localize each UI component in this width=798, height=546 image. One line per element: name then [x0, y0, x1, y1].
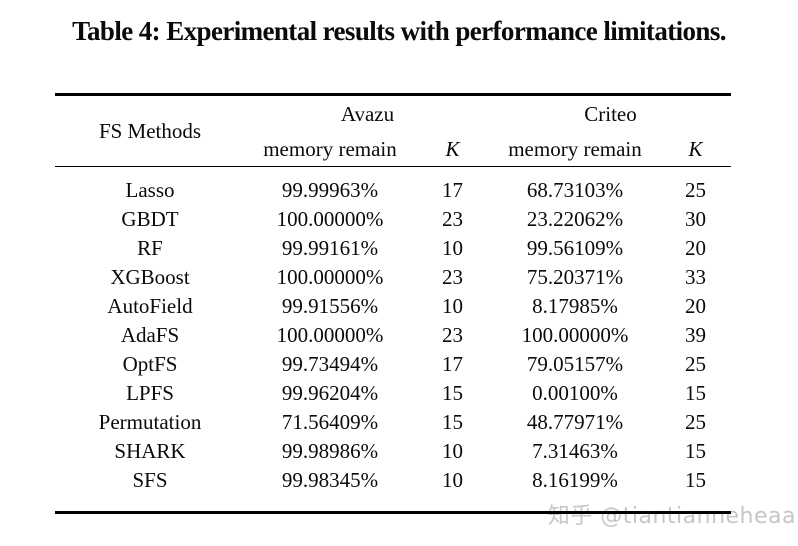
avazu-k-cell: 10 [442, 439, 463, 463]
criteo-memory-cell: 68.73103% [526, 178, 624, 202]
table-row: SFS 99.98345% 10 8.16199% 15 [55, 466, 731, 513]
col-header-fs-methods: FS Methods [55, 94, 245, 167]
criteo-k-cell: 25 [685, 352, 706, 376]
criteo-memory-cell: 7.31463% [532, 439, 618, 463]
header-group-row: FS Methods Avazu Criteo [55, 94, 731, 167]
method-cell: SHARK [114, 439, 186, 463]
criteo-memory-cell: 23.22062% [526, 207, 624, 231]
table-row: OptFS 99.73494% 17 79.05157% 25 [55, 350, 731, 379]
method-cell: XGBoost [110, 265, 190, 289]
avazu-memory-cell: 100.00000% [276, 323, 384, 347]
avazu-memory-cell: 99.73494% [281, 352, 379, 376]
avazu-k-cell: 17 [442, 352, 463, 376]
header-sub-row: memory remain K memory remain K [55, 133, 731, 167]
criteo-k-cell: 30 [685, 207, 706, 231]
zhihu-watermark: 知乎 @tiantianneheaa [547, 504, 796, 529]
avazu-memory-cell: 99.99963% [281, 178, 379, 202]
criteo-k-cell: 33 [685, 265, 706, 289]
avazu-k-cell: 10 [442, 294, 463, 318]
method-cell: Permutation [98, 410, 202, 434]
criteo-memory-cell: 99.56109% [526, 236, 624, 260]
criteo-memory-cell: 100.00000% [521, 323, 629, 347]
col-header-avazu-memory: memory remain [245, 133, 415, 167]
criteo-k-cell: 15 [685, 468, 706, 492]
col-group-avazu: Avazu [340, 102, 395, 126]
col-header-criteo-memory: memory remain [490, 133, 660, 167]
avazu-memory-cell: 71.56409% [281, 410, 379, 434]
avazu-k-cell: 15 [442, 381, 463, 405]
method-cell: GBDT [121, 207, 179, 231]
method-cell: AutoField [107, 294, 193, 318]
table-header: FS Methods Avazu Criteo memory remain K … [55, 94, 731, 167]
col-header-avazu-k: K [415, 133, 490, 167]
method-cell: AdaFS [120, 323, 180, 347]
avazu-k-cell: 15 [442, 410, 463, 434]
table-row: SHARK 99.98986% 10 7.31463% 15 [55, 437, 731, 466]
criteo-k-cell: 39 [685, 323, 706, 347]
criteo-memory-cell: 79.05157% [526, 352, 624, 376]
table-row: GBDT 100.00000% 23 23.22062% 30 [55, 205, 731, 234]
method-cell: Lasso [125, 178, 175, 202]
method-cell: RF [137, 236, 163, 260]
criteo-memory-cell: 0.00100% [532, 381, 618, 405]
avazu-memory-cell: 100.00000% [276, 207, 384, 231]
table-row: Permutation 71.56409% 15 48.77971% 25 [55, 408, 731, 437]
method-cell: OptFS [122, 352, 178, 376]
table-row: AdaFS 100.00000% 23 100.00000% 39 [55, 321, 731, 350]
criteo-k-cell: 15 [685, 381, 706, 405]
table-row: XGBoost 100.00000% 23 75.20371% 33 [55, 263, 731, 292]
criteo-k-cell: 20 [685, 236, 706, 260]
criteo-k-cell: 25 [685, 178, 706, 202]
criteo-memory-cell: 8.16199% [532, 468, 618, 492]
avazu-memory-cell: 100.00000% [276, 265, 384, 289]
avazu-k-cell: 23 [442, 265, 463, 289]
avazu-k-cell: 10 [442, 236, 463, 260]
method-cell: LPFS [126, 381, 174, 405]
table-row: Lasso 99.99963% 17 68.73103% 25 [55, 167, 731, 206]
table-body: Lasso 99.99963% 17 68.73103% 25 GBDT 100… [55, 167, 731, 513]
avazu-k-cell: 23 [442, 207, 463, 231]
avazu-memory-cell: 99.98986% [281, 439, 379, 463]
table-row: LPFS 99.96204% 15 0.00100% 15 [55, 379, 731, 408]
avazu-memory-cell: 99.99161% [281, 236, 379, 260]
criteo-k-cell: 25 [685, 410, 706, 434]
criteo-memory-cell: 75.20371% [526, 265, 624, 289]
col-group-criteo: Criteo [584, 102, 637, 126]
avazu-k-cell: 17 [442, 178, 463, 202]
avazu-memory-cell: 99.91556% [281, 294, 379, 318]
table-row: RF 99.99161% 10 99.56109% 20 [55, 234, 731, 263]
criteo-k-cell: 15 [685, 439, 706, 463]
criteo-k-cell: 20 [685, 294, 706, 318]
table-caption: Table 4: Experimental results with perfo… [72, 16, 726, 46]
results-table: FS Methods Avazu Criteo memory remain K … [55, 93, 731, 514]
avazu-k-cell: 10 [442, 468, 463, 492]
criteo-memory-cell: 48.77971% [526, 410, 624, 434]
avazu-k-cell: 23 [442, 323, 463, 347]
col-header-criteo-k: K [660, 133, 731, 167]
table-row: AutoField 99.91556% 10 8.17985% 20 [55, 292, 731, 321]
avazu-memory-cell: 99.98345% [281, 468, 379, 492]
avazu-memory-cell: 99.96204% [281, 381, 379, 405]
method-cell: SFS [132, 468, 168, 492]
criteo-memory-cell: 8.17985% [532, 294, 618, 318]
